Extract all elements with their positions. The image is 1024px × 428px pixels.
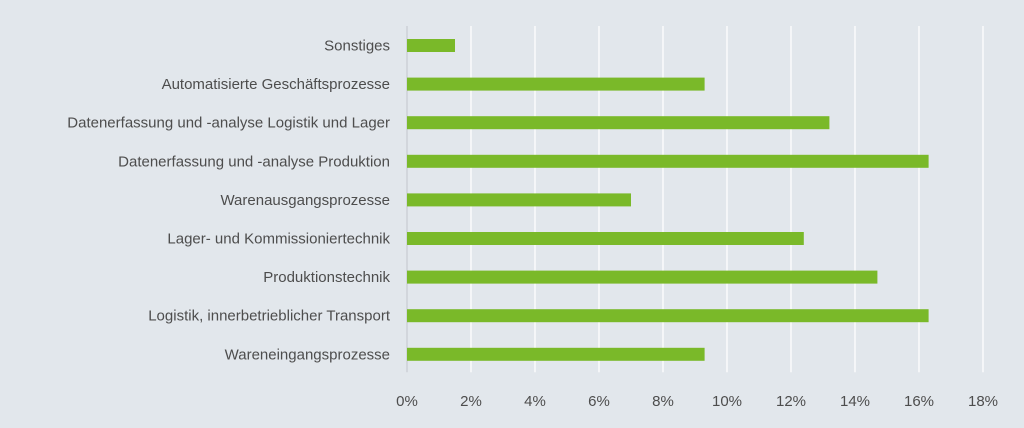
x-tick-label-layer: 0% 2% 4% 6% 8% 10% 12% 14% 16% 18%: [396, 393, 998, 410]
bar: [407, 232, 804, 245]
bar: [407, 309, 929, 323]
x-tick-label: 12%: [776, 393, 806, 410]
x-tick-label: 10%: [712, 393, 742, 410]
category-label: Logistik, innerbetrieblicher Transport: [148, 308, 391, 325]
bar: [407, 154, 929, 168]
x-tick-label: 16%: [904, 393, 934, 410]
bar: [407, 77, 705, 91]
x-tick-label: 0%: [396, 393, 418, 410]
bar: [407, 193, 631, 207]
x-tick-label: 4%: [524, 393, 546, 410]
category-label: Produktionstechnik: [263, 269, 390, 286]
category-label: Warenausgangsprozesse: [220, 192, 390, 209]
bar-layer: [407, 39, 929, 361]
bar: [407, 347, 705, 361]
category-label: Lager- und Kommissioniertechnik: [167, 231, 390, 248]
category-label: Automatisierte Geschäftsprozesse: [162, 76, 390, 93]
category-label: Sonstiges: [324, 38, 390, 55]
x-tick-label: 18%: [968, 393, 998, 410]
bar: [407, 39, 455, 52]
category-label: Datenerfassung und -analyse Logistik und…: [67, 115, 390, 132]
x-tick-label: 6%: [588, 393, 610, 410]
category-label: Wareneingangsprozesse: [225, 346, 390, 363]
x-tick-label: 14%: [840, 393, 870, 410]
x-tick-label: 2%: [460, 393, 482, 410]
x-tick-label: 8%: [652, 393, 674, 410]
category-label: Datenerfassung und -analyse Produktion: [118, 153, 390, 170]
bar: [407, 270, 878, 284]
category-label-layer: Sonstiges Automatisierte Geschäftsprozess…: [67, 38, 391, 364]
bar: [407, 116, 830, 130]
